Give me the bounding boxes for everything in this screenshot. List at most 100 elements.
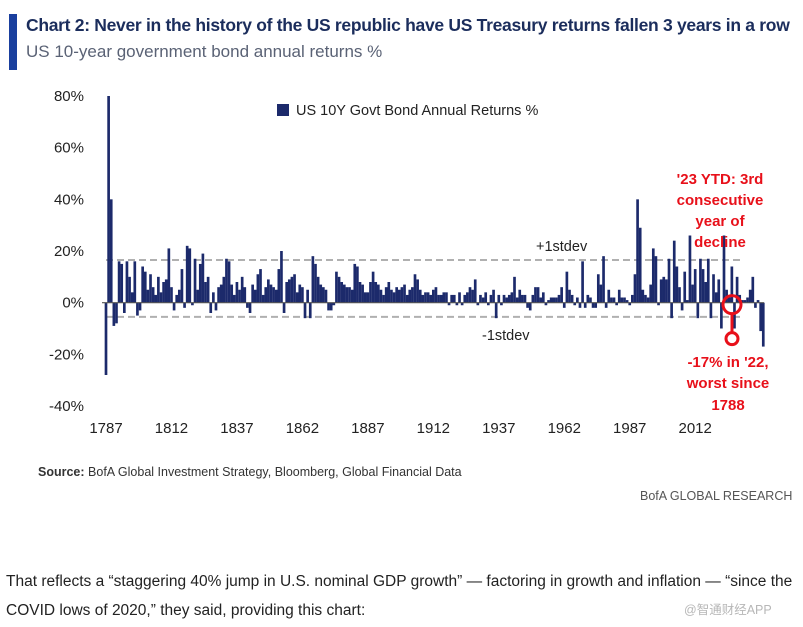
bar-1988 [631, 294, 634, 303]
bar-1792 [117, 261, 121, 303]
bar-1935 [492, 289, 495, 303]
bar-1838 [238, 289, 241, 303]
bar-2010 [688, 235, 692, 303]
bar-1915 [439, 294, 443, 303]
bar-2005 [675, 266, 679, 303]
bar-1892 [379, 289, 383, 303]
bar-1896 [390, 289, 393, 303]
bar-1929 [476, 302, 480, 306]
bar-1930 [479, 294, 482, 303]
bar-1951 [534, 287, 537, 303]
bar-1962 [562, 302, 566, 308]
bar-1976 [599, 284, 603, 303]
bar-1869 [319, 284, 323, 303]
bar-1981 [612, 297, 616, 303]
annotation-ytd-line3: year of [695, 213, 745, 230]
bar-2008 [683, 271, 687, 303]
legend: US 10Y Govt Bond Annual Returns % [277, 103, 538, 119]
bar-1918 [447, 302, 451, 306]
source-label: Source: [38, 465, 85, 479]
bar-1936 [494, 302, 498, 319]
bar-1878 [342, 284, 346, 303]
bar-1807 [157, 276, 160, 303]
bar-1801 [141, 266, 144, 303]
y-tick-label: 20% [54, 243, 84, 260]
bar-1874 [332, 302, 336, 306]
bar-2011 [691, 284, 694, 303]
bar-1858 [290, 276, 294, 303]
bar-1909 [424, 292, 427, 303]
bar-1844 [253, 289, 257, 303]
bar-1906 [416, 279, 419, 303]
bar-1787 [104, 302, 108, 375]
bar-1886 [363, 292, 367, 303]
bar-1972 [589, 297, 592, 303]
legend-swatch [277, 104, 289, 116]
bar-1977 [602, 256, 605, 303]
bar-1788 [107, 96, 110, 303]
bar-2032 [746, 297, 749, 303]
bar-1917 [445, 292, 448, 303]
bar-1914 [437, 294, 440, 303]
bar-2020 [714, 292, 718, 303]
bar-1877 [340, 282, 344, 303]
bar-1863 [303, 302, 307, 319]
bond-returns-chart: 80%60%40%20%0%-20%-40% 1787 1812 1837 1862 1… [49, 88, 769, 437]
bar-1900 [400, 287, 404, 303]
bar-1821 [193, 258, 197, 303]
bar-1992 [641, 289, 645, 303]
y-tick-label: 40% [54, 191, 84, 208]
bar-2004 [672, 240, 676, 303]
bar-1902 [405, 294, 409, 303]
bar-1822 [196, 289, 199, 303]
bar-1804 [149, 274, 152, 303]
bar-1818 [185, 245, 189, 303]
annotation-worst-line1: -17% in '22, [687, 354, 768, 371]
bar-1887 [366, 292, 370, 303]
bar-1879 [345, 287, 349, 303]
bar-2001 [665, 279, 668, 303]
bar-1938 [500, 302, 503, 306]
bar-1856 [285, 282, 289, 303]
bar-1969 [581, 261, 584, 303]
bar-1928 [473, 279, 477, 303]
bar-1799 [136, 302, 139, 316]
bar-2013 [696, 302, 700, 319]
bar-2031 [743, 300, 747, 303]
bar-1880 [348, 287, 351, 303]
bar-1865 [308, 302, 312, 319]
bar-1812 [170, 287, 173, 303]
bar-1966 [573, 302, 577, 306]
bar-1789 [109, 199, 113, 303]
bar-2022 [720, 302, 723, 329]
bar-1943 [513, 276, 516, 303]
bar-1973 [591, 302, 595, 308]
bar-2003 [670, 302, 673, 319]
bar-1808 [159, 292, 163, 303]
bar-1949 [528, 302, 532, 311]
bar-1846 [259, 269, 262, 303]
bar-1857 [287, 279, 291, 303]
bar-1945 [518, 289, 522, 303]
bar-1815 [177, 289, 181, 303]
bar-1836 [232, 294, 236, 303]
watermark: @智通财经APP [684, 603, 772, 617]
bar-1854 [280, 251, 283, 303]
bar-1903 [408, 289, 412, 303]
bar-1835 [230, 284, 234, 303]
source-text: BofA Global Investment Strategy, Bloombe… [88, 465, 462, 479]
bar-2017 [706, 258, 710, 303]
x-tick-label: 1862 [286, 420, 319, 437]
bar-1933 [486, 302, 490, 306]
plus-1-stdev-label: +1stdev [536, 239, 588, 255]
bar-1961 [560, 287, 563, 303]
bar-1923 [460, 302, 464, 306]
bar-1905 [413, 274, 417, 303]
minus-1-stdev-label: -1stdev [482, 328, 530, 344]
y-tick-label: 60% [54, 140, 84, 157]
bar-1956 [547, 300, 550, 303]
bar-1871 [324, 289, 328, 303]
bar-1813 [172, 302, 176, 311]
bar-1996 [651, 248, 655, 303]
bar-1834 [227, 261, 231, 303]
